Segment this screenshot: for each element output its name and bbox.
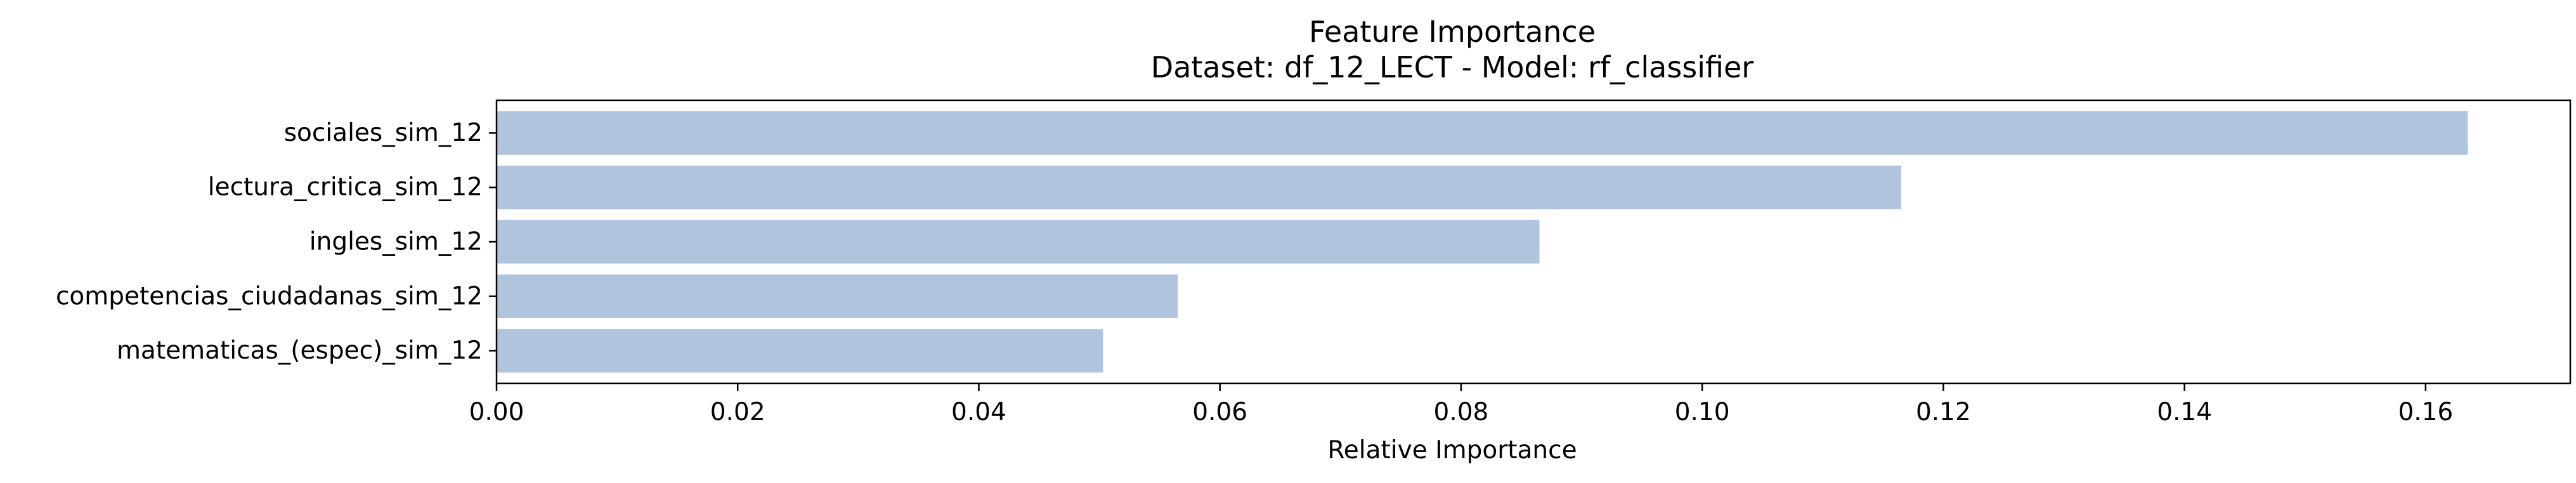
y-tick-label: sociales_sim_12 <box>284 119 483 147</box>
x-tick-label: 0.10 <box>1675 398 1730 427</box>
y-tick-label: lectura_critica_sim_12 <box>208 173 483 202</box>
bar-1 <box>497 165 1901 209</box>
x-tick-label: 0.12 <box>1916 398 1971 427</box>
x-tick-label: 0.06 <box>1192 398 1247 427</box>
x-tick-label: 0.04 <box>951 398 1006 427</box>
bar-2 <box>497 220 1540 264</box>
y-axis: sociales_sim_12 lectura_critica_sim_12ing… <box>56 119 497 365</box>
x-axis-label: Relative Importance <box>1327 436 1577 465</box>
x-tick-label: 0.00 <box>469 398 524 427</box>
bar-0 <box>497 111 2468 155</box>
x-tick-label: 0.14 <box>2157 398 2212 427</box>
x-tick-label: 0.16 <box>2398 398 2453 427</box>
bar-3 <box>497 274 1178 319</box>
y-tick-label: matematicas_(espec)_sim_12 <box>117 336 483 365</box>
chart-title: Feature Importance <box>1309 15 1596 49</box>
bars-group <box>497 111 2468 373</box>
chart-subtitle: Dataset: df_12_LECT - Model: rf_classifi… <box>1151 50 1754 84</box>
bar-4 <box>497 329 1103 373</box>
x-tick-label: 0.02 <box>710 398 765 427</box>
y-tick-label: ingles_sim_12 <box>309 228 483 256</box>
x-tick-label: 0.08 <box>1434 398 1489 427</box>
y-tick-label: competencias_ciudadanas_sim_12 <box>56 282 483 310</box>
x-axis: 0.00 0.02 0.04 0.06 0.08 0.10 0.12 0.14 0.16 <box>469 383 2453 427</box>
